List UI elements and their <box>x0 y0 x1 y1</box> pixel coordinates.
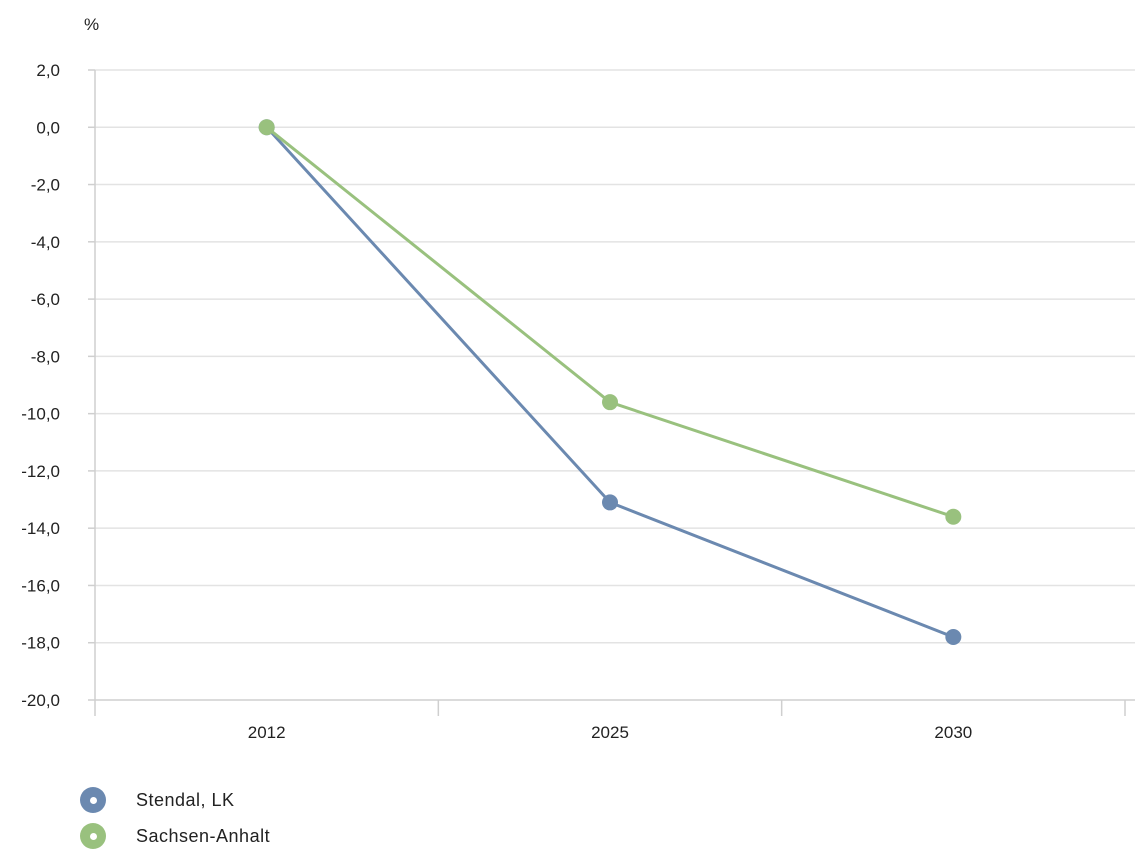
y-tick-label: -18,0 <box>21 634 60 653</box>
axes <box>88 69 1135 716</box>
line-chart: % 2,0 0,0 -2,0 -4,0 -6,0 -8,0 -10,0 -12,0 -14,0 -… <box>21 15 1135 742</box>
gridlines <box>95 69 1135 644</box>
y-unit-label: % <box>84 15 99 34</box>
legend-label-stendal: Stendal, LK <box>136 789 235 810</box>
series-line <box>265 126 954 519</box>
y-tick-label: 0,0 <box>36 118 60 137</box>
legend-item-stendal[interactable]: Stendal, LK <box>80 782 270 818</box>
y-tick-labels: 2,0 0,0 -2,0 -4,0 -6,0 -8,0 -10,0 -12,0 -14,0 -16… <box>21 61 60 710</box>
series-1 <box>258 119 962 525</box>
legend-marker-sachsen-anhalt <box>80 823 106 849</box>
legend-marker-stendal <box>80 787 106 813</box>
y-tick-label: 2,0 <box>36 61 60 80</box>
y-tick-label: -2,0 <box>31 176 60 195</box>
legend: Stendal, LK Sachsen-Anhalt <box>80 782 270 854</box>
series-0 <box>258 119 962 645</box>
series-layer <box>258 119 962 645</box>
y-tick-label: -12,0 <box>21 462 60 481</box>
x-tick-label: 2025 <box>591 723 629 742</box>
y-tick-label: -14,0 <box>21 519 60 538</box>
data-point[interactable] <box>258 119 275 136</box>
y-tick-label: -20,0 <box>21 691 60 710</box>
x-tick-label: 2030 <box>934 723 972 742</box>
y-tick-label: -10,0 <box>21 405 60 424</box>
data-point[interactable] <box>602 494 618 511</box>
y-tick-label: -16,0 <box>21 576 60 595</box>
y-tick-label: -6,0 <box>31 290 60 309</box>
legend-item-sachsen-anhalt[interactable]: Sachsen-Anhalt <box>80 818 270 854</box>
data-point[interactable] <box>945 508 962 525</box>
data-point[interactable] <box>945 629 962 645</box>
series-line <box>265 126 954 639</box>
y-tick-label: -4,0 <box>31 233 60 252</box>
data-point[interactable] <box>602 394 618 411</box>
y-tick-label: -8,0 <box>31 347 60 366</box>
x-tick-labels: 2012 2025 2030 <box>248 723 972 742</box>
x-tick-label: 2012 <box>248 723 286 742</box>
legend-label-sachsen-anhalt: Sachsen-Anhalt <box>136 825 271 846</box>
